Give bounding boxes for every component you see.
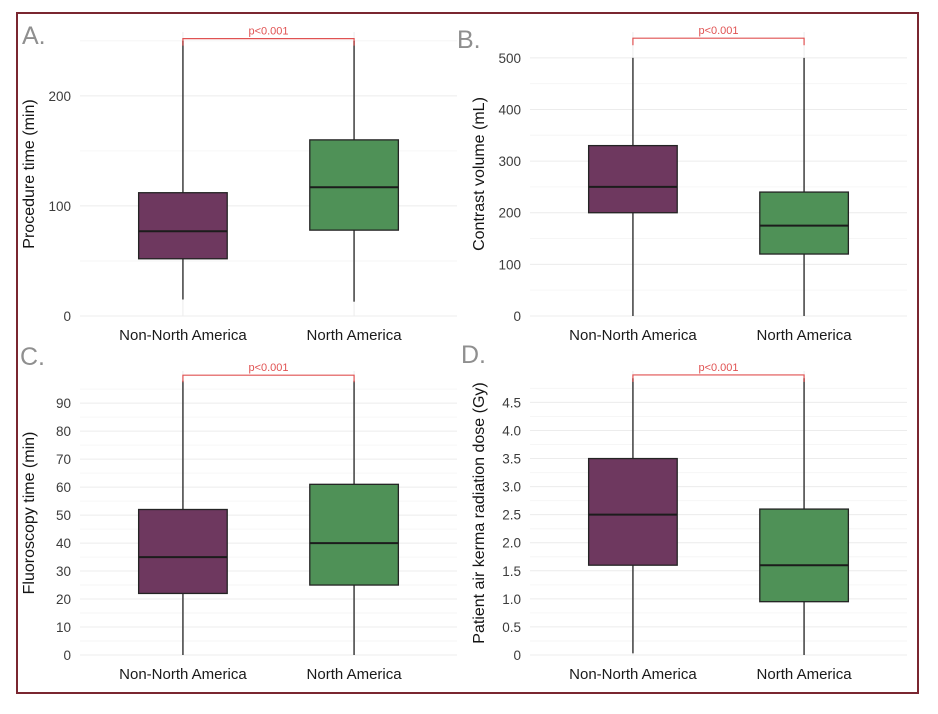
panel-label-c: C.: [20, 343, 45, 371]
panel-radiation-dose: 0 0.5 1.0 1.5 2.0 2.5 3.0 3.5 4.0 4.5 Patient air …: [468, 353, 918, 692]
y-tick-label: 20: [56, 592, 71, 607]
y-tick-label: 40: [56, 536, 71, 551]
y-tick-label: 4.5: [502, 395, 521, 410]
y-tick-label: 200: [498, 206, 521, 221]
y-tick-label: 100: [48, 199, 71, 214]
y-tick-label: 400: [498, 102, 521, 117]
category-label: North America: [307, 666, 403, 683]
category-label: Non-North America: [119, 666, 247, 683]
y-tick-label: 10: [56, 620, 71, 635]
y-tick-label: 0: [513, 309, 521, 324]
y-tick-label: 200: [48, 89, 71, 104]
y-tick-label: 80: [56, 424, 71, 439]
y-tick-label: 1.0: [502, 592, 521, 607]
panel-label-b: B.: [457, 26, 481, 54]
y-tick-label: 90: [56, 396, 71, 411]
panel-contrast-volume: 0 100 200 300 400 500 Contrast volume (mL) p<0.…: [468, 14, 918, 353]
y-tick-label: 3.0: [502, 480, 521, 495]
category-label: North America: [756, 327, 852, 344]
y-tick-label: 50: [56, 508, 71, 523]
y-tick-label: 0.5: [502, 620, 521, 635]
y-tick-label: 0: [63, 309, 71, 324]
box-non-north-america: [587, 144, 678, 214]
significance-bracket: [182, 374, 355, 383]
y-axis-title: Contrast volume (mL): [471, 97, 488, 251]
box-non-north-america: [137, 192, 228, 260]
p-value-label: p<0.001: [698, 25, 738, 37]
y-tick-label: 60: [56, 480, 71, 495]
panel-label-a: A.: [22, 22, 46, 50]
p-value-label: p<0.001: [698, 362, 738, 374]
y-tick-label: 500: [498, 51, 521, 66]
panel-fluoroscopy-time: 0 10 20 30 40 50 60 70 80 90 Fluoroscopy time (min…: [18, 353, 468, 692]
category-label: Non-North America: [569, 666, 697, 683]
y-tick-label: 0: [513, 648, 521, 663]
box-non-north-america: [137, 508, 228, 595]
boxplot-fluoroscopy-time: 0 10 20 30 40 50 60 70 80 90 Fluoroscopy time (min…: [21, 362, 457, 683]
boxplot-radiation-dose: 0 0.5 1.0 1.5 2.0 2.5 3.0 3.5 4.0 4.5 Patient air …: [471, 362, 907, 683]
box-north-america: [758, 508, 849, 603]
significance-bracket: [631, 37, 805, 46]
y-tick-label: 2.5: [502, 508, 521, 523]
category-label: North America: [756, 666, 852, 683]
y-tick-label: 100: [498, 257, 521, 272]
y-axis-title: Patient air kerma radiation dose (Gy): [471, 382, 488, 643]
category-label: Non-North America: [119, 327, 247, 344]
y-tick-label: 1.5: [502, 564, 521, 579]
category-label: Non-North America: [569, 327, 697, 344]
p-value-label: p<0.001: [248, 26, 288, 38]
figure-frame: A. B. C. D. 0 100 200 Procedure time (min) p…: [16, 12, 919, 694]
y-tick-label: 70: [56, 452, 71, 467]
y-axis-title: Fluoroscopy time (min): [21, 432, 38, 595]
y-tick-label: 4.0: [502, 423, 521, 438]
y-axis-title: Procedure time (min): [21, 99, 38, 248]
boxplot-procedure-time: 0 100 200 Procedure time (min) p<0.001 Non-No…: [21, 26, 457, 344]
y-tick-label: 0: [63, 648, 71, 663]
panel-grid: 0 100 200 Procedure time (min) p<0.001 Non-No…: [18, 14, 917, 692]
y-tick-label: 2.0: [502, 536, 521, 551]
boxplot-contrast-volume: 0 100 200 300 400 500 Contrast volume (mL) p<0.…: [471, 25, 907, 344]
panel-label-d: D.: [461, 341, 486, 369]
y-tick-label: 300: [498, 154, 521, 169]
significance-bracket: [631, 374, 805, 382]
y-tick-label: 30: [56, 564, 71, 579]
box-north-america: [758, 191, 849, 255]
category-label: North America: [307, 327, 403, 344]
p-value-label: p<0.001: [248, 362, 288, 374]
y-tick-label: 3.5: [502, 452, 521, 467]
significance-bracket: [182, 38, 355, 46]
box-north-america: [309, 139, 400, 231]
box-north-america: [309, 483, 400, 586]
panel-procedure-time: 0 100 200 Procedure time (min) p<0.001 Non-No…: [18, 14, 468, 353]
box-non-north-america: [587, 457, 678, 566]
